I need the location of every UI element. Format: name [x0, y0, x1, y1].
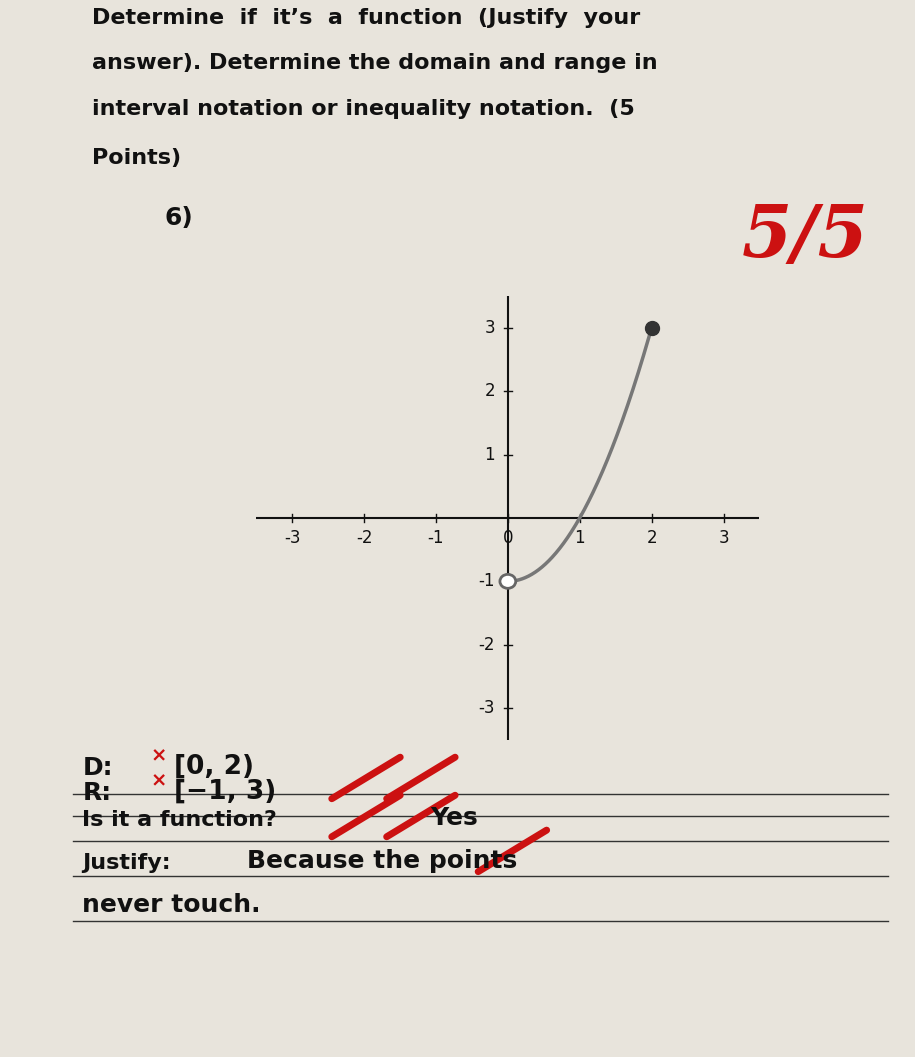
Text: -2: -2 [356, 530, 372, 548]
Text: -1: -1 [427, 530, 444, 548]
Text: Determine  if  it’s  a  function  (Justify  your: Determine if it’s a function (Justify yo… [92, 7, 640, 27]
Text: D:: D: [82, 756, 113, 780]
Text: [0, 2): [0, 2) [174, 754, 253, 780]
Text: -3: -3 [284, 530, 300, 548]
Text: -3: -3 [479, 699, 495, 718]
Text: [−1, 3): [−1, 3) [174, 779, 276, 805]
Text: ×: × [151, 772, 167, 791]
Text: 3: 3 [484, 318, 495, 337]
Text: -2: -2 [479, 635, 495, 654]
Text: Because the points: Because the points [247, 849, 517, 873]
Text: -1: -1 [479, 572, 495, 591]
Text: 2: 2 [484, 382, 495, 401]
Text: ×: × [151, 746, 167, 765]
Text: answer). Determine the domain and range in: answer). Determine the domain and range … [92, 53, 657, 73]
Text: R:: R: [82, 781, 112, 805]
Text: 1: 1 [484, 445, 495, 464]
Text: Points): Points) [92, 148, 180, 168]
Text: 1: 1 [575, 530, 585, 548]
Text: Yes: Yes [430, 806, 478, 831]
Text: never touch.: never touch. [82, 893, 261, 917]
Text: 5/5: 5/5 [742, 201, 868, 272]
Circle shape [500, 574, 516, 589]
Text: Is it a function?: Is it a function? [82, 811, 277, 831]
Text: 0: 0 [502, 530, 513, 548]
Text: interval notation or inequality notation.  (5: interval notation or inequality notation… [92, 99, 634, 119]
Text: 2: 2 [646, 530, 657, 548]
Text: 3: 3 [718, 530, 729, 548]
Text: 6): 6) [165, 206, 193, 230]
Text: Justify:: Justify: [82, 853, 171, 873]
